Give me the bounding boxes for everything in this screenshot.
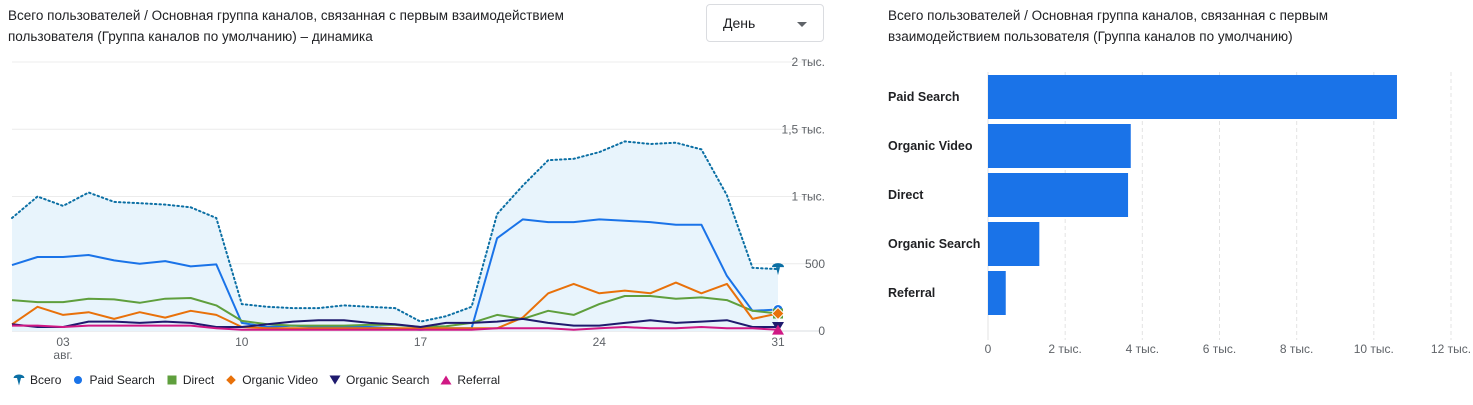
legend-label: Organic Video <box>242 373 319 387</box>
legend-marker-shape <box>73 375 84 385</box>
bar-organic-search <box>988 222 1040 266</box>
series-line-organic-video <box>11 281 779 330</box>
legend-label: Organic Search <box>346 373 430 387</box>
bar-chart-panel: Всего пользователей / Основная группа ка… <box>880 0 1473 405</box>
y-tick-label: 500 <box>805 257 825 271</box>
legend-label: Paid Search <box>89 373 155 387</box>
series-line-referral <box>12 324 779 331</box>
bar-chart-title: Всего пользователей / Основная группа ка… <box>888 8 1329 44</box>
x-tick-label: 6 тыс. <box>1203 342 1236 356</box>
bar-referral <box>988 271 1006 315</box>
x-tick-label: 8 тыс. <box>1280 342 1313 356</box>
x-tick-label: 4 тыс. <box>1126 342 1159 356</box>
end-marker-всего <box>772 263 784 276</box>
legend-marker-triangle-down-icon <box>329 375 341 385</box>
legend-marker-triangle-up-icon <box>440 375 452 385</box>
legend-marker-shape <box>13 374 25 386</box>
y-tick-label: 0 <box>818 324 825 338</box>
category-label-paid-search: Paid Search <box>888 90 960 104</box>
legend-marker-shape <box>224 373 238 387</box>
granularity-selected-value: День <box>723 15 756 31</box>
line-chart-title: Всего пользователей / Основная группа ка… <box>8 8 564 44</box>
x-tick-label: 17 <box>414 335 428 349</box>
balloon-stem <box>776 267 780 276</box>
y-tick-label: 1,5 тыс. <box>782 122 825 136</box>
legend-item-organic-video[interactable]: Organic Video <box>224 373 318 387</box>
bar-paid-search <box>988 75 1397 119</box>
legend-item-всего[interactable]: Всего <box>12 373 61 387</box>
legend-marker-shape <box>167 375 177 385</box>
legend-item-direct[interactable]: Direct <box>165 373 214 387</box>
series-area-всего <box>12 141 778 331</box>
x-tick-label: 03 <box>56 335 70 349</box>
bar-direct <box>988 173 1129 217</box>
bar-organic-video <box>988 124 1131 168</box>
legend-marker-shape <box>329 375 341 385</box>
x-tick-label: 2 тыс. <box>1048 342 1081 356</box>
category-label-organic-search: Organic Search <box>888 237 980 251</box>
series-line-organic-search <box>11 317 778 328</box>
end-marker-organic-video <box>771 306 785 321</box>
balloon-canopy <box>13 374 25 378</box>
legend-item-organic-search[interactable]: Organic Search <box>328 373 429 387</box>
balloon-stem <box>17 378 21 386</box>
y-tick-label: 1 тыс. <box>792 190 825 204</box>
legend-label: Referral <box>457 373 501 387</box>
series-line-всего <box>11 140 779 323</box>
granularity-dropdown[interactable]: День <box>706 4 824 42</box>
legend-marker-square-icon <box>167 375 177 385</box>
x-tick-label: 10 тыс. <box>1354 342 1394 356</box>
x-tick-label: 24 <box>593 335 607 349</box>
legend-marker-circle-icon <box>73 375 84 385</box>
legend-label: Direct <box>182 373 215 387</box>
line-chart-panel: Всего пользователей / Основная группа ка… <box>8 4 825 387</box>
legend-item-paid-search[interactable]: Paid Search <box>71 373 155 387</box>
x-tick-label: 10 <box>235 335 249 349</box>
end-marker-referral <box>772 324 784 335</box>
x-tick-sublabel: авг. <box>53 348 72 362</box>
category-label-direct: Direct <box>888 188 924 202</box>
x-tick-label: 0 <box>985 342 992 356</box>
chevron-down-icon <box>797 22 807 27</box>
legend-item-referral[interactable]: Referral <box>439 373 500 387</box>
legend-marker-diamond-icon <box>224 373 238 387</box>
category-label-organic-video: Organic Video <box>888 139 973 153</box>
legend-marker-shape <box>440 375 452 385</box>
legend-label: Всего <box>30 373 62 387</box>
x-tick-label: 12 тыс. <box>1431 342 1471 356</box>
y-tick-label: 2 тыс. <box>792 55 825 69</box>
bar-chart: 0 2 тыс. 4 тыс. 6 тыс. 8 тыс. 10 тыс. 12 тыс. P… <box>888 72 1471 356</box>
category-label-referral: Referral <box>888 286 935 300</box>
x-tick-label: 31 <box>771 335 785 349</box>
line-chart-legend: Всего Paid Search Direct Organic Video Organ… <box>12 373 510 387</box>
legend-marker-balloon-icon <box>13 374 25 386</box>
balloon-canopy <box>772 263 784 268</box>
